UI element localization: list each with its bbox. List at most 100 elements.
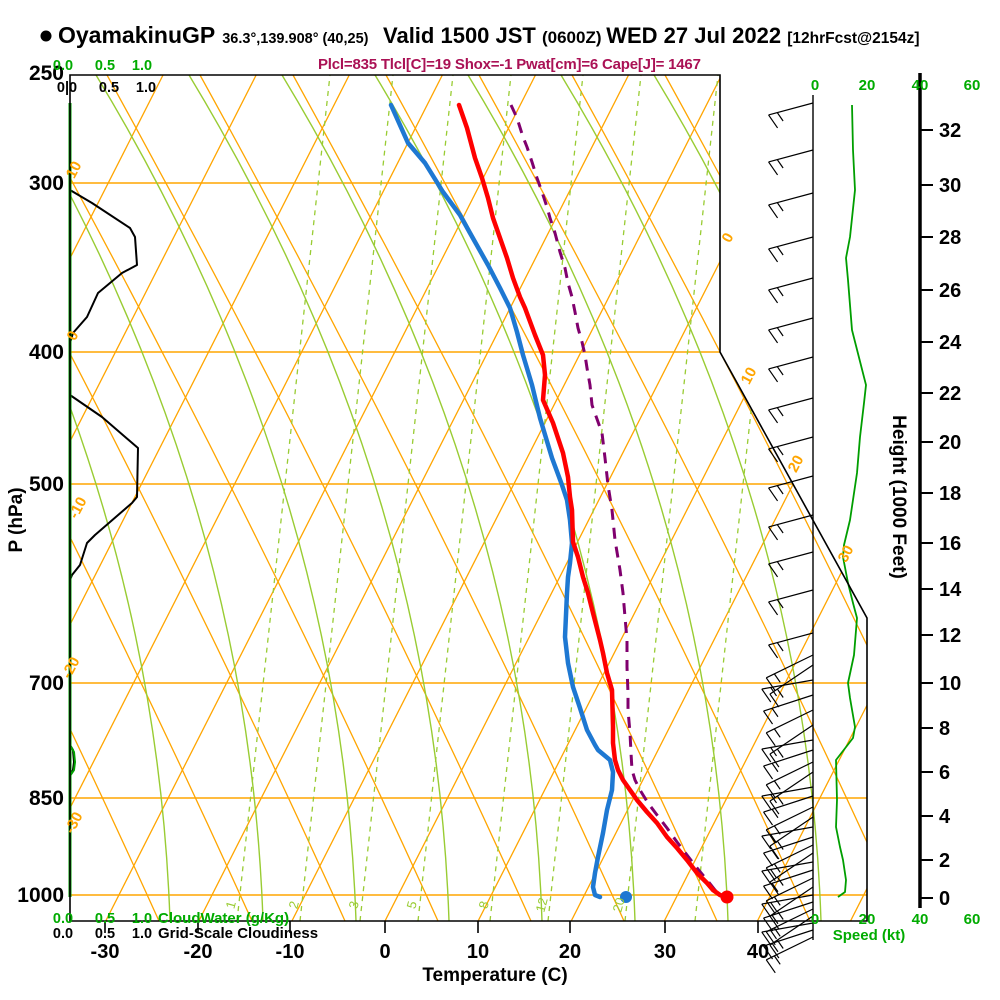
wind-barb-feather (773, 728, 781, 738)
cloudiness-scale-bottom-label: 0.5 (95, 926, 115, 942)
isotherm-line (663, 75, 867, 921)
dry-adiabat-line (70, 75, 253, 921)
wind-barb-feather (765, 784, 776, 799)
stability-indices-text: Plcl=835 Tlcl[C]=19 Shox=-1 Pwat[cm]=6 C… (318, 56, 701, 73)
cloudiness-scale-top-label: 1.0 (136, 80, 156, 96)
valid-time: Valid 1500 JST (383, 23, 542, 48)
moist-adiabat-line (746, 75, 867, 921)
wind-barb-shaft (763, 929, 814, 947)
plot-frame (69, 74, 868, 922)
moist-adiabat-line (70, 75, 171, 921)
isotherm-label: 10 (63, 159, 86, 182)
wind-barb (763, 749, 814, 780)
mixing-ratio-line (236, 75, 331, 921)
wind-barb-feather (768, 161, 779, 176)
wind-barb-shaft (768, 192, 814, 206)
pressure-tick-label: 700 (29, 672, 64, 695)
wind-barb-feather (768, 526, 779, 541)
wind-barb-feather (768, 601, 779, 616)
wind-barb-shaft (761, 922, 814, 933)
mixing-ratio-line (547, 75, 642, 921)
dry-adiabat-line (199, 75, 625, 921)
wind-barb (765, 761, 814, 799)
wind-barb-shaft (763, 694, 814, 712)
cloudwater-scale-top-label: 0.0 (53, 58, 73, 74)
wind-barb-shaft (768, 236, 814, 250)
height-tick-label: 28 (939, 227, 961, 249)
wind-barb-feather (771, 762, 779, 773)
wind-barb-shaft (761, 894, 814, 905)
wind-barb-feather (771, 914, 779, 925)
mixing-ratio-line (489, 75, 584, 921)
dry-adiabat-line (106, 75, 532, 921)
wind-barb (768, 102, 814, 129)
wind-barb-feather (776, 485, 784, 495)
height-tick-label: 30 (939, 175, 961, 197)
wind-barb-feather (761, 795, 772, 810)
isotherm-label: 10 (738, 365, 761, 388)
temperature-curve (456, 102, 728, 900)
wind-barb-feather (761, 835, 772, 850)
cloudwater-scale-top-label: 1.0 (132, 58, 152, 74)
temperature-tick-label: -10 (276, 941, 305, 963)
height-axis-title: Height (1000 Feet) (888, 415, 909, 579)
moist-adiabat-line (95, 75, 357, 921)
mixing-ratio-line (359, 75, 454, 921)
wind-barb-feather (776, 840, 784, 850)
wind-barb-feather (768, 289, 779, 304)
mixing-ratio-label: 2 (285, 899, 301, 910)
wind-speed-curve (835, 104, 867, 898)
wind-barb-shaft (768, 356, 814, 370)
wind-barb-feather (769, 800, 780, 815)
speed-tick-label: 60 (964, 77, 981, 94)
wind-barb-feather (776, 366, 784, 376)
temperature-tick-label: 0 (379, 941, 390, 963)
wind-barb-feather (770, 902, 777, 912)
wind-barb-shaft (765, 908, 814, 933)
cloudiness-axis-title: Grid-Scale Cloudiness (158, 925, 318, 942)
mixing-ratio-label: 5 (403, 899, 419, 910)
wind-barb-shaft (765, 877, 814, 902)
wind-barb-feather (761, 688, 772, 703)
wind-barb-feather (773, 780, 781, 790)
wind-barb-shaft (768, 277, 814, 291)
valid-date: WED 27 Jul 2022 (606, 23, 787, 48)
grid-scale-cloudiness-curve (69, 394, 139, 581)
wind-barb-feather (769, 944, 780, 959)
dry-adiabat-line (292, 75, 718, 921)
wind-barb-feather (763, 710, 774, 725)
temperature-tick-label: 20 (559, 941, 581, 963)
cloudwater-curve-bump (69, 744, 77, 777)
dry-adiabat-line (571, 75, 867, 921)
wind-barb (769, 886, 814, 930)
mixing-ratio-line (417, 75, 512, 921)
wind-barb (763, 836, 814, 867)
page-title: OyamakinuGP 36.3°,139.908° (40,25) (58, 22, 369, 48)
wind-barb-shaft (768, 589, 814, 603)
isotherm-line (477, 75, 867, 921)
wind-barb-feather (776, 561, 784, 571)
plot-border (69, 74, 868, 922)
height-tick-label: 6 (939, 762, 950, 784)
isotherm-line (70, 75, 257, 921)
wind-barb (765, 654, 814, 692)
wind-barb-feather (773, 673, 781, 683)
wind-barb-shaft (768, 149, 814, 163)
height-tick-label: 12 (939, 625, 961, 647)
surface-dewpoint-dot (620, 891, 632, 903)
wind-barb-feather (768, 204, 779, 219)
speed-axis-title: Speed (kt) (833, 927, 906, 944)
speed-tick-label: 20 (859, 911, 876, 928)
isotherm-label: 30 (835, 543, 858, 566)
wind-barb-feather (768, 448, 779, 463)
wind-barb-shaft (768, 436, 814, 450)
wind-barb-shaft (768, 632, 814, 646)
cloudiness-scale-top-label: 0.5 (99, 80, 119, 96)
wind-barb-feather (776, 642, 784, 652)
mixing-ratio-label: 20 (610, 896, 628, 914)
wind-barb-feather (768, 487, 779, 502)
pressure-axis-title: P (hPa) (6, 487, 27, 552)
isotherm-line (570, 75, 867, 921)
height-tick-label: 22 (939, 383, 961, 405)
height-tick-label: 26 (939, 280, 961, 302)
